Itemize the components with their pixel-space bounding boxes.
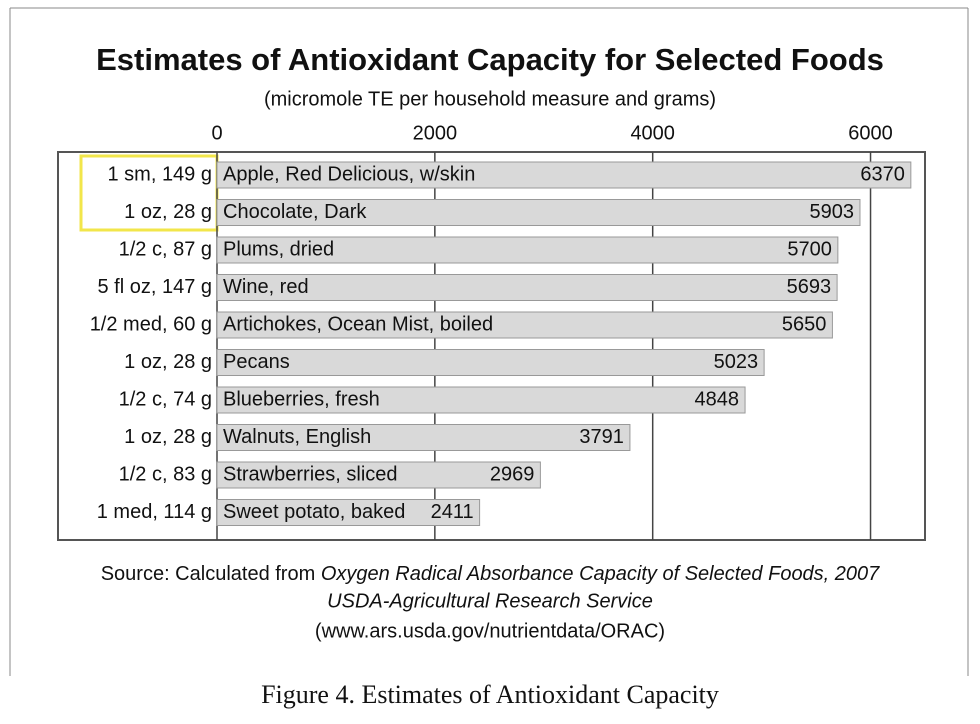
value-label: 2411 (431, 501, 474, 523)
chart-subtitle: (micromole TE per household measure and … (264, 88, 716, 110)
category-label: Pecans (223, 351, 290, 373)
value-label: 5650 (782, 313, 827, 335)
source-title: Oxygen Radical Absorbance Capacity of Se… (321, 563, 880, 585)
serving-label: 1 sm, 149 g (107, 163, 212, 185)
bar (216, 236, 839, 264)
x-tick-label: 6000 (848, 122, 893, 144)
bar (216, 499, 481, 526)
x-tick-label: 2000 (413, 122, 458, 144)
value-label: 3791 (579, 426, 624, 448)
bar (216, 311, 833, 339)
plot-frame (57, 151, 926, 541)
bar (216, 424, 631, 451)
category-label: Chocolate, Dark (223, 201, 367, 223)
serving-label: 1 med, 114 g (97, 501, 212, 523)
value-label: 6370 (860, 163, 905, 185)
bar (216, 349, 765, 376)
caption: Figure 4. Estimates of Antioxidant Capac… (261, 680, 719, 709)
serving-label: 1/2 c, 74 g (119, 388, 212, 410)
serving-label: 1 oz, 28 g (124, 426, 212, 448)
x-tick-label: 4000 (630, 122, 675, 144)
source-url: (www.ars.usda.gov/nutrientdata/ORAC) (315, 620, 665, 642)
value-label: 2969 (490, 463, 535, 485)
x-tick-label: 0 (211, 122, 222, 144)
source-prefix: Source: Calculated from (101, 563, 316, 585)
source-agency: USDA-Agricultural Research Service (327, 590, 653, 612)
serving-label: 1 oz, 28 g (124, 201, 212, 223)
category-label: Strawberries, sliced (223, 463, 398, 485)
serving-label: 1/2 med, 60 g (90, 313, 212, 335)
bar (216, 274, 838, 301)
category-label: Artichokes, Ocean Mist, boiled (223, 313, 493, 335)
bar (216, 161, 912, 189)
category-label: Wine, red (223, 276, 309, 298)
category-label: Walnuts, English (223, 426, 371, 448)
bar (216, 461, 541, 489)
category-label: Blueberries, fresh (223, 388, 380, 410)
bar (216, 199, 861, 226)
chart-title: Estimates of Antioxidant Capacity for Se… (96, 42, 884, 77)
value-label: 5023 (714, 351, 759, 373)
value-label: 5693 (787, 276, 832, 298)
category-label: Sweet potato, baked (223, 501, 405, 523)
category-label: Plums, dried (223, 238, 334, 260)
serving-label: 1/2 c, 87 g (119, 238, 212, 260)
serving-label: 1/2 c, 83 g (119, 463, 212, 485)
serving-label: 1 oz, 28 g (124, 351, 212, 373)
bar (216, 386, 746, 414)
source: Source: Calculated from Oxygen Radical A… (101, 563, 880, 585)
value-label: 4848 (695, 388, 740, 410)
value-label: 5903 (809, 201, 854, 223)
serving-label: 5 fl oz, 147 g (97, 276, 212, 298)
value-label: 5700 (787, 238, 832, 260)
category-label: Apple, Red Delicious, w/skin (223, 163, 475, 185)
